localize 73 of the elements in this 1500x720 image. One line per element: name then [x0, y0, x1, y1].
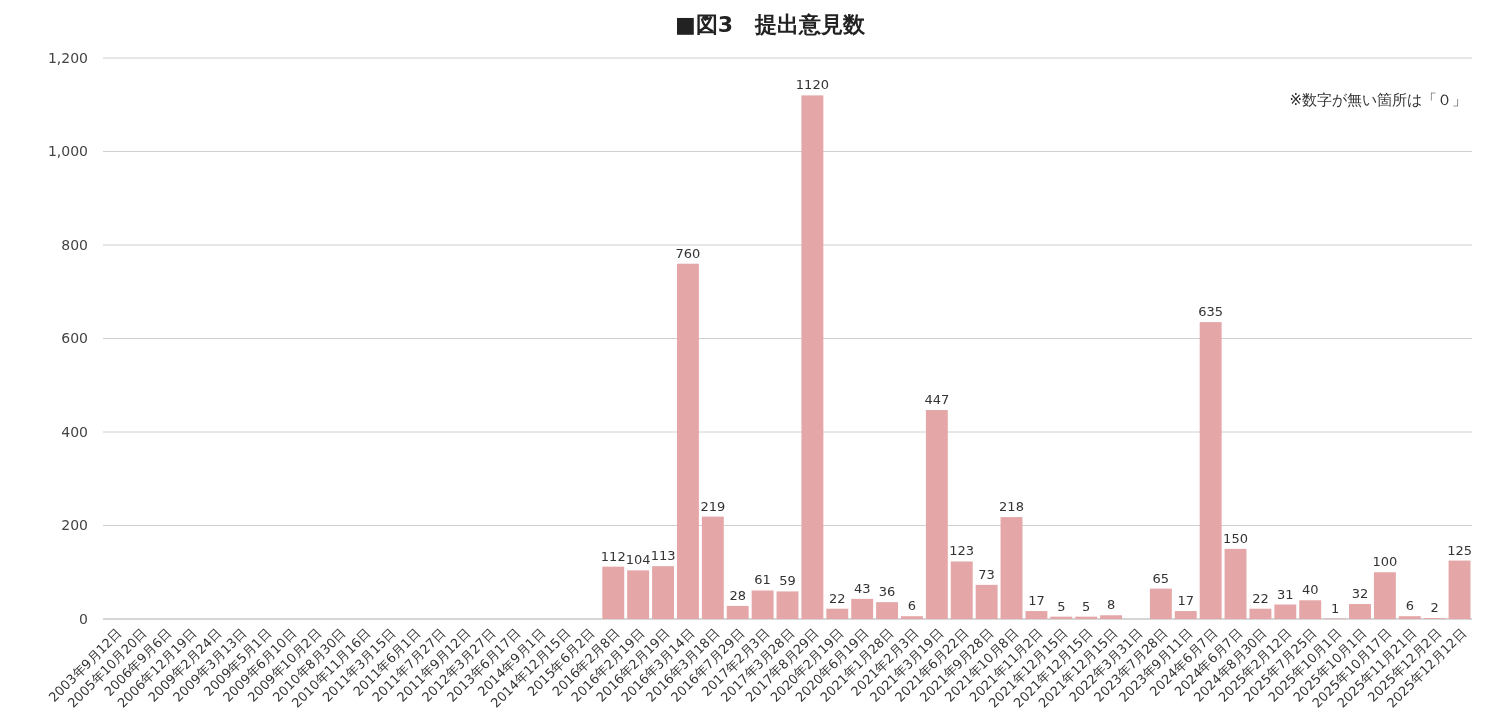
bar [826, 608, 849, 619]
data-label: 2 [1430, 600, 1439, 616]
bar [776, 591, 799, 619]
bar [602, 566, 625, 619]
y-tick-label: 1,200 [47, 49, 88, 66]
y-tick-label: 0 [79, 610, 88, 627]
bar [1249, 608, 1272, 619]
data-label: 40 [1301, 582, 1319, 598]
data-label: 100 [1372, 554, 1398, 570]
data-label: 1120 [795, 77, 829, 93]
data-label: 61 [754, 572, 771, 588]
bar [801, 95, 824, 619]
y-tick-label: 1,000 [47, 143, 88, 160]
data-label: 73 [978, 566, 995, 582]
annotation: ※数字が無い箇所は「０」 [1289, 91, 1467, 109]
data-label: 32 [1351, 586, 1369, 602]
data-label: 22 [1252, 590, 1269, 606]
bar [925, 410, 948, 619]
bar [1100, 615, 1123, 619]
bar [1174, 611, 1197, 619]
data-label: 8 [1106, 597, 1116, 613]
data-label: 150 [1223, 530, 1248, 546]
data-label: 5 [1057, 598, 1066, 614]
bar [1224, 548, 1247, 619]
y-tick-label: 200 [61, 517, 88, 534]
bar [1274, 604, 1297, 619]
data-label: 113 [650, 548, 676, 564]
data-label: 112 [600, 548, 626, 564]
bar [676, 263, 699, 619]
data-label: 59 [779, 573, 796, 589]
data-label: 65 [1152, 570, 1170, 586]
y-tick-label: 800 [61, 236, 88, 253]
chart-title: ■図3 提出意見数 [674, 12, 867, 37]
data-label: 125 [1447, 542, 1472, 558]
bar [1448, 560, 1471, 619]
bar [975, 584, 998, 619]
bar [751, 590, 774, 619]
data-label: 5 [1082, 598, 1091, 614]
data-label: 43 [853, 580, 871, 596]
bar [652, 566, 674, 619]
data-label: 635 [1198, 304, 1224, 320]
data-label: 6 [907, 598, 917, 614]
data-label: 447 [924, 392, 950, 408]
data-label: 17 [1028, 593, 1045, 609]
bar [1299, 600, 1322, 619]
bar [901, 616, 923, 619]
bar [1000, 517, 1023, 619]
data-label: 31 [1277, 586, 1294, 602]
data-label: 219 [700, 498, 726, 514]
bar [726, 605, 749, 619]
bar [1398, 616, 1421, 619]
data-label: 760 [675, 245, 701, 261]
bar [627, 570, 650, 619]
data-label: 36 [878, 584, 896, 600]
bar [1149, 588, 1172, 619]
y-tick-label: 600 [61, 330, 88, 347]
data-label: 218 [999, 499, 1024, 515]
bar [950, 561, 973, 619]
bar [1025, 611, 1048, 619]
bar [851, 598, 874, 619]
data-label: 123 [949, 543, 975, 559]
y-tick-label: 400 [61, 423, 88, 440]
data-label: 1 [1330, 600, 1340, 616]
data-label: 17 [1177, 593, 1195, 609]
bar [1199, 322, 1222, 619]
bar [1349, 604, 1371, 619]
bar [701, 516, 724, 619]
data-label: 22 [829, 590, 846, 606]
bar [876, 602, 899, 619]
data-label: 104 [625, 552, 651, 568]
bar [1373, 572, 1396, 619]
data-label: 28 [729, 587, 746, 603]
data-label: 6 [1405, 598, 1414, 614]
